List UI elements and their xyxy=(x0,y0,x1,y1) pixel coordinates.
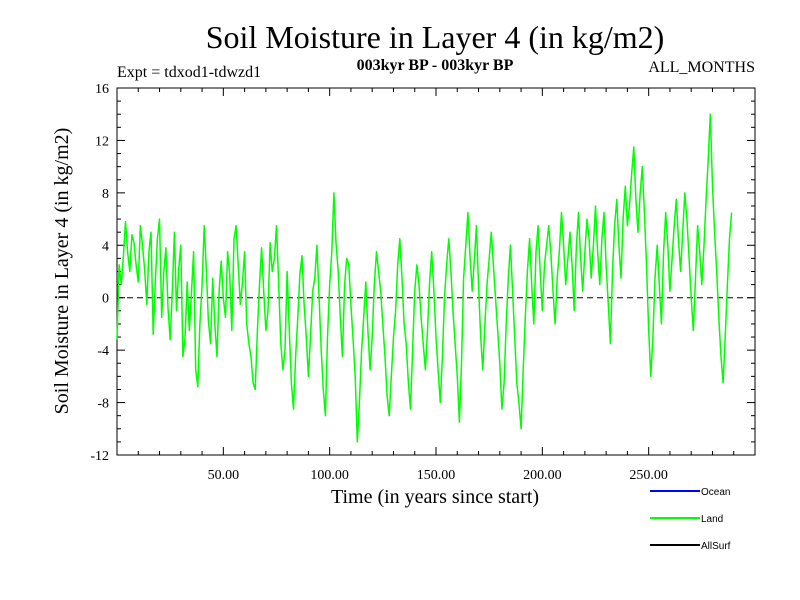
period-label: ALL_MONTHS xyxy=(648,59,755,76)
x-tick-label: 250.00 xyxy=(629,468,668,483)
chart-title: Soil Moisture in Layer 4 (in kg/m2) xyxy=(206,19,665,55)
y-axis: -12 -8 -4 0 4 8 12 16 xyxy=(90,82,755,464)
x-tick-label: 50.00 xyxy=(208,468,240,483)
y-tick-label: 16 xyxy=(95,82,109,97)
legend-label-allsurf: AllSurf xyxy=(701,541,731,552)
y-tick-label: 8 xyxy=(102,187,109,202)
legend: Ocean Land AllSurf xyxy=(650,487,731,552)
chart-subtitle: 003kyr BP - 003kyr BP xyxy=(357,57,514,74)
y-axis-label: Soil Moisture in Layer 4 (in kg/m2) xyxy=(51,128,73,415)
y-tick-label: 4 xyxy=(102,239,109,254)
y-tick-label: 0 xyxy=(102,292,109,307)
y-tick-label: -8 xyxy=(97,397,109,412)
series-line-land xyxy=(116,113,733,443)
y-tick-label: -4 xyxy=(97,344,109,359)
x-axis: 50.00 100.00 150.00 200.00 250.00 xyxy=(137,88,735,483)
legend-label-ocean: Ocean xyxy=(701,487,730,498)
x-tick-label: 200.00 xyxy=(523,468,562,483)
y-tick-label: 12 xyxy=(95,134,109,149)
x-tick-label: 100.00 xyxy=(310,468,349,483)
series-group xyxy=(116,113,733,443)
x-tick-label: 150.00 xyxy=(417,468,456,483)
y-tick-label: -12 xyxy=(90,449,109,464)
x-axis-label: Time (in years since start) xyxy=(331,486,539,508)
legend-label-land: Land xyxy=(701,514,723,525)
experiment-label: Expt = tdxod1-tdwzd1 xyxy=(117,64,261,81)
